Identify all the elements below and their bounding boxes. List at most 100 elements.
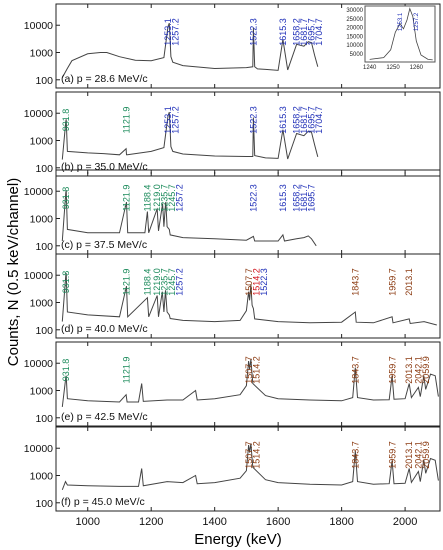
panel-frame <box>55 91 441 177</box>
peak-label: 1843.7 <box>351 356 361 384</box>
x-axis-label: Energy (keV) <box>194 531 282 548</box>
y-axis-label: Counts, N (0.5 keV/channel) <box>5 178 22 366</box>
peak-label: 2059.9 <box>421 356 431 384</box>
y-tick-label: 1000 <box>30 214 54 226</box>
y-tick-label: 100 <box>35 325 53 337</box>
peak-label: 1514.2 <box>251 441 261 469</box>
peak-label: 1658.2 <box>292 184 302 212</box>
inset-x-tick-label: 1250 <box>386 65 400 71</box>
y-tick-label: 100 <box>35 241 53 253</box>
y-tick-label: 10000 <box>24 186 53 198</box>
peak-label: 1507.7 <box>244 356 254 384</box>
peak-label: 931.8 <box>61 109 71 132</box>
peak-label: 1681.7 <box>299 184 309 212</box>
panel-title: (c) p = 37.5 MeV/c <box>61 239 147 251</box>
peak-label: 1514.2 <box>251 356 261 384</box>
peak-label: 1522.3 <box>249 184 259 212</box>
peak-label: 1522.3 <box>249 106 259 134</box>
peak-label: 2059.9 <box>421 441 431 469</box>
panel-1: 100 1000 10000 (b) p = 35.0 MeV/c 931.8 1121.… <box>24 91 441 177</box>
peak-label: 1121.9 <box>121 185 131 212</box>
peak-label: 1959.7 <box>387 441 397 469</box>
spectrum-line <box>61 111 319 160</box>
inset-y-tick-label: 15000 <box>346 34 363 40</box>
inset-panel: 5000 10000 15000 20000 25000 30000 1240 1250 126… <box>346 5 436 71</box>
peak-label: 1615.3 <box>278 106 288 134</box>
inset-x-tick-label: 1240 <box>363 65 377 71</box>
peak-label: 1681.7 <box>299 106 309 134</box>
inset-y-tick-label: 5000 <box>350 52 364 58</box>
inset-y-tick-label: 25000 <box>346 17 363 23</box>
peak-label: 2013.1 <box>404 356 414 384</box>
panel-2: 100 1000 10000 (c) p = 37.5 MeV/c 931.8 1121.… <box>24 169 441 255</box>
peak-label: 1514.2 <box>251 268 261 296</box>
y-tick-label: 100 <box>35 498 53 510</box>
inset-peak-label: 1257.2 <box>414 12 420 31</box>
peak-label: 1507.7 <box>244 441 254 469</box>
peak-label: 1695.7 <box>307 106 317 134</box>
spectrum-line <box>61 359 439 407</box>
peak-label: 1257.2 <box>171 106 181 134</box>
y-tick-label: 1000 <box>30 471 54 483</box>
y-tick-label: 1000 <box>30 386 54 398</box>
peak-label: 1704.7 <box>314 106 324 134</box>
panel-frame <box>55 3 441 89</box>
peak-label: 931.8 <box>61 359 71 382</box>
peak-label: 1257.2 <box>171 18 181 46</box>
spectrum-line <box>61 273 437 326</box>
panel-title: (a) p = 28.6 MeV/c <box>61 73 148 85</box>
peak-label: 1257.2 <box>175 184 185 212</box>
peak-label: 2013.1 <box>404 268 414 296</box>
peak-label: 1257.2 <box>175 268 185 296</box>
peak-label: 1615.3 <box>278 184 288 212</box>
y-tick-label: 10000 <box>24 20 53 32</box>
y-tick-label: 10000 <box>24 443 53 455</box>
peak-label: 1522.3 <box>249 18 259 46</box>
inset-peak-label: 1253.1 <box>398 12 404 31</box>
peak-label: 1245.7 <box>167 268 177 296</box>
peak-label: 2013.1 <box>404 441 414 469</box>
panel-frame <box>55 426 441 512</box>
peak-label: 1121.9 <box>121 107 131 134</box>
peak-label: 1253.1 <box>163 18 173 46</box>
peak-label: 1658.2 <box>292 18 302 46</box>
peak-label: 1219.0 <box>152 184 162 212</box>
peak-label: 2042.1 <box>414 356 424 384</box>
inset-line <box>369 7 433 61</box>
x-tick-label: 1800 <box>329 516 353 528</box>
peak-label: 1843.7 <box>351 441 361 469</box>
peak-label: 2042.1 <box>414 441 424 469</box>
peak-label: 1704.7 <box>314 18 324 46</box>
panel-title: (b) p = 35.0 MeV/c <box>61 161 148 173</box>
panel-frame <box>55 341 441 427</box>
x-tick-label: 1400 <box>202 516 226 528</box>
x-tick-label: 1600 <box>266 516 290 528</box>
panel-title: (d) p = 40.0 MeV/c <box>61 323 148 335</box>
peak-label: 1843.7 <box>351 268 361 296</box>
peak-label: 1253.1 <box>163 106 173 134</box>
y-tick-label: 1000 <box>30 136 54 148</box>
y-tick-label: 100 <box>35 75 53 87</box>
spectrum-line <box>61 443 439 490</box>
peak-label: 1695.7 <box>307 18 317 46</box>
y-tick-label: 1000 <box>30 48 54 60</box>
spectrum-line <box>61 22 319 78</box>
peak-label: 1121.9 <box>121 269 131 296</box>
y-tick-label: 100 <box>35 163 53 175</box>
x-tick-label: 1200 <box>139 516 163 528</box>
peak-label: 1695.7 <box>307 184 317 212</box>
inset-y-tick-label: 10000 <box>346 43 363 49</box>
panel-4: 100 1000 10000 (e) p = 42.5 MeV/c 931.8 1121.… <box>24 341 441 427</box>
inset-y-tick-label: 20000 <box>346 26 363 32</box>
x-tick-label: 2000 <box>393 516 417 528</box>
peak-label: 1959.7 <box>387 268 397 296</box>
y-tick-label: 10000 <box>24 270 53 282</box>
panel-frame <box>55 253 441 339</box>
y-tick-label: 100 <box>35 413 53 425</box>
x-tick-label: 1000 <box>75 516 99 528</box>
panel-title: (e) p = 42.5 MeV/c <box>61 411 148 423</box>
peak-label: 1121.9 <box>121 357 131 384</box>
inset-y-tick-label: 30000 <box>346 8 363 14</box>
